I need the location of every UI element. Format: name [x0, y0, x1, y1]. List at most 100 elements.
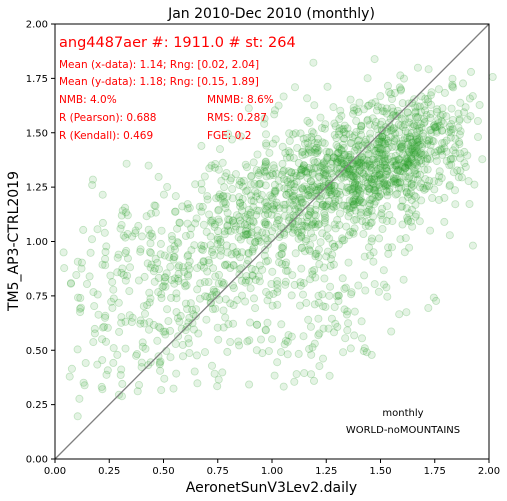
data-point [348, 133, 357, 142]
data-point [260, 251, 269, 260]
data-point [154, 352, 163, 361]
data-point [434, 195, 443, 204]
data-point [296, 278, 305, 287]
data-point [174, 239, 183, 248]
data-point [260, 162, 269, 171]
data-point [457, 173, 466, 182]
data-point [213, 233, 222, 242]
data-point [270, 189, 279, 198]
data-point [352, 117, 361, 126]
data-point [410, 166, 419, 175]
data-point [98, 190, 107, 199]
data-point [241, 230, 250, 239]
x-axis-ticks: 0.00 0.25 0.50 0.75 1.00 1.25 1.50 1.75 2.00 [44, 459, 500, 477]
data-point [373, 144, 382, 153]
data-point [313, 186, 322, 195]
data-point [209, 285, 218, 294]
data-point [434, 115, 443, 124]
data-point [76, 293, 85, 302]
data-point [421, 175, 430, 184]
data-point [306, 177, 315, 186]
data-point [436, 111, 445, 120]
data-point [334, 148, 343, 157]
data-point [363, 187, 372, 196]
data-point [194, 329, 203, 338]
data-point [406, 142, 415, 151]
data-point [354, 185, 363, 194]
data-point [368, 114, 377, 123]
data-point [343, 326, 352, 335]
data-point [220, 183, 229, 192]
stats-mean-x: Mean (x-data): 1.14; Rng: [0.02, 2.04] [59, 59, 259, 71]
data-point [367, 195, 376, 204]
data-point [346, 185, 355, 194]
data-point [332, 292, 341, 301]
data-point [356, 187, 365, 196]
data-point [223, 222, 232, 231]
data-point [246, 210, 255, 219]
data-point [293, 143, 302, 152]
data-point [216, 235, 225, 244]
data-point [225, 215, 234, 224]
data-point [320, 274, 329, 283]
data-point [288, 228, 297, 237]
data-point [412, 134, 421, 143]
data-point [396, 121, 405, 130]
data-point [458, 79, 467, 88]
data-point [262, 287, 271, 296]
data-point [173, 314, 182, 323]
data-point [274, 176, 283, 185]
data-point [242, 230, 251, 239]
data-point [370, 55, 379, 64]
data-point [352, 189, 361, 198]
data-point [350, 183, 359, 192]
data-point [388, 163, 397, 172]
data-point [159, 281, 168, 290]
data-point [226, 337, 235, 346]
data-point [287, 168, 296, 177]
data-point [332, 164, 341, 173]
data-point [241, 297, 250, 306]
data-point [334, 148, 343, 157]
data-point [394, 179, 403, 188]
data-point [404, 156, 413, 165]
data-point [197, 244, 206, 253]
data-point [128, 232, 137, 241]
data-point [370, 174, 379, 183]
data-point [310, 300, 319, 309]
data-point [88, 235, 97, 244]
data-point [119, 231, 128, 240]
data-point [132, 351, 141, 360]
data-point [261, 139, 270, 148]
data-point [351, 190, 360, 199]
data-point [336, 106, 345, 115]
data-point [98, 323, 107, 332]
data-point [345, 204, 354, 213]
data-point [246, 236, 255, 245]
data-point [290, 377, 299, 386]
data-point [279, 166, 288, 175]
data-point [395, 155, 404, 164]
data-point [270, 106, 279, 115]
data-point [143, 259, 152, 268]
data-point [357, 334, 366, 343]
data-point [374, 187, 383, 196]
data-point [371, 98, 380, 107]
data-point [376, 133, 385, 142]
data-point [392, 135, 401, 144]
data-point [311, 217, 320, 226]
data-point [434, 177, 443, 186]
data-point [376, 144, 385, 153]
data-point [321, 302, 330, 311]
data-point [144, 225, 153, 234]
data-point [380, 139, 389, 148]
data-point [384, 138, 393, 147]
data-point [108, 303, 117, 312]
data-point [155, 358, 164, 367]
data-point [109, 285, 118, 294]
data-point [170, 245, 179, 254]
data-point [273, 280, 282, 289]
data-point [83, 279, 92, 288]
data-point [341, 129, 350, 138]
data-point [278, 159, 287, 168]
